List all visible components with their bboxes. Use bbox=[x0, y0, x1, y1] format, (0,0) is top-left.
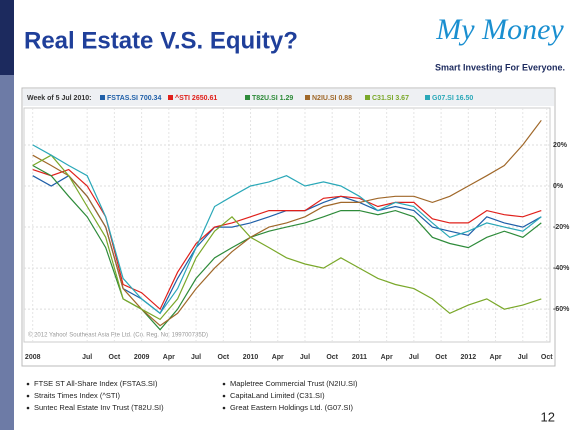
x-tick-label: 2009 bbox=[134, 354, 150, 361]
logo-title: My Money bbox=[435, 13, 564, 46]
legend-swatch bbox=[305, 95, 310, 100]
bullet-text: Great Eastern Holdings Ltd. (G07.SI) bbox=[230, 403, 353, 412]
legend-swatch bbox=[168, 95, 173, 100]
page-number: 12 bbox=[541, 409, 555, 424]
bullet-dot bbox=[222, 406, 226, 410]
legend-swatch bbox=[100, 95, 105, 100]
bullet-text: FTSE ST All-Share Index (FSTAS.SI) bbox=[34, 379, 158, 388]
legend-label: T82U.SI 1.29 bbox=[252, 95, 293, 102]
series-line bbox=[32, 119, 542, 327]
x-tick-label: Apr bbox=[272, 354, 284, 361]
x-tick-label: Oct bbox=[109, 354, 121, 361]
x-tick-label: Oct bbox=[541, 354, 553, 361]
legend-bar bbox=[23, 89, 554, 106]
series-line bbox=[32, 168, 542, 311]
x-tick-label: 2010 bbox=[243, 354, 259, 361]
x-tick-label: Apr bbox=[381, 354, 393, 361]
y-tick-label: 0% bbox=[553, 183, 564, 190]
legend-swatch bbox=[245, 95, 250, 100]
bullet-text: Straits Times Index (^STI) bbox=[34, 391, 121, 400]
copyright: © 2012 Yahoo! Southeast Asia Pte Ltd. (C… bbox=[28, 332, 208, 339]
series-line bbox=[32, 164, 542, 331]
legend-prefix: Week of 5 Jul 2010: bbox=[27, 95, 91, 102]
bullet-text: Mapletree Commercial Trust (N2IU.SI) bbox=[230, 379, 358, 388]
legend-swatch bbox=[365, 95, 370, 100]
bullet-dot bbox=[26, 382, 30, 386]
bullet-text: CapitaLand Limited (C31.SI) bbox=[230, 391, 325, 400]
legend-label: FSTAS.SI 700.34 bbox=[107, 95, 161, 102]
y-tick-label: -60% bbox=[553, 306, 570, 313]
legend-label: C31.SI 3.67 bbox=[372, 95, 409, 102]
x-tick-label: Jul bbox=[409, 354, 419, 361]
x-tick-label: Apr bbox=[163, 354, 175, 361]
y-tick-label: -40% bbox=[553, 265, 570, 272]
x-tick-label: Oct bbox=[435, 354, 447, 361]
y-tick-label: -20% bbox=[553, 224, 570, 231]
legend-label: G07.SI 16.50 bbox=[432, 95, 473, 102]
slide-title: Real Estate V.S. Equity? bbox=[24, 27, 298, 54]
x-tick-label: Jul bbox=[300, 354, 310, 361]
x-tick-label: Oct bbox=[326, 354, 338, 361]
legend-swatch bbox=[425, 95, 430, 100]
bullet-dot bbox=[222, 382, 226, 386]
x-tick-label: Jul bbox=[82, 354, 92, 361]
bullet-dot bbox=[26, 394, 30, 398]
x-tick-label: 2008 bbox=[25, 354, 41, 361]
bullet-dot bbox=[26, 406, 30, 410]
series-line bbox=[32, 144, 542, 315]
bullet-text: Suntec Real Estate Inv Trust (T82U.SI) bbox=[34, 403, 164, 412]
x-tick-label: Apr bbox=[490, 354, 502, 361]
x-tick-label: Jul bbox=[518, 354, 528, 361]
plot-area bbox=[23, 107, 551, 343]
x-tick-label: Jul bbox=[191, 354, 201, 361]
side-bar bbox=[0, 75, 14, 430]
logo-tagline: Smart Investing For Everyone. bbox=[435, 62, 565, 72]
x-tick-label: 2011 bbox=[352, 354, 367, 361]
x-tick-label: Oct bbox=[217, 354, 229, 361]
series-line bbox=[32, 154, 542, 321]
x-tick-label: 2012 bbox=[461, 354, 477, 361]
side-bar-top bbox=[0, 0, 14, 75]
bullet-dot bbox=[222, 394, 226, 398]
y-tick-label: 20% bbox=[553, 142, 568, 149]
legend-label: N2IU.SI 0.88 bbox=[312, 95, 352, 102]
legend-label: ^STI 2650.61 bbox=[175, 94, 217, 102]
